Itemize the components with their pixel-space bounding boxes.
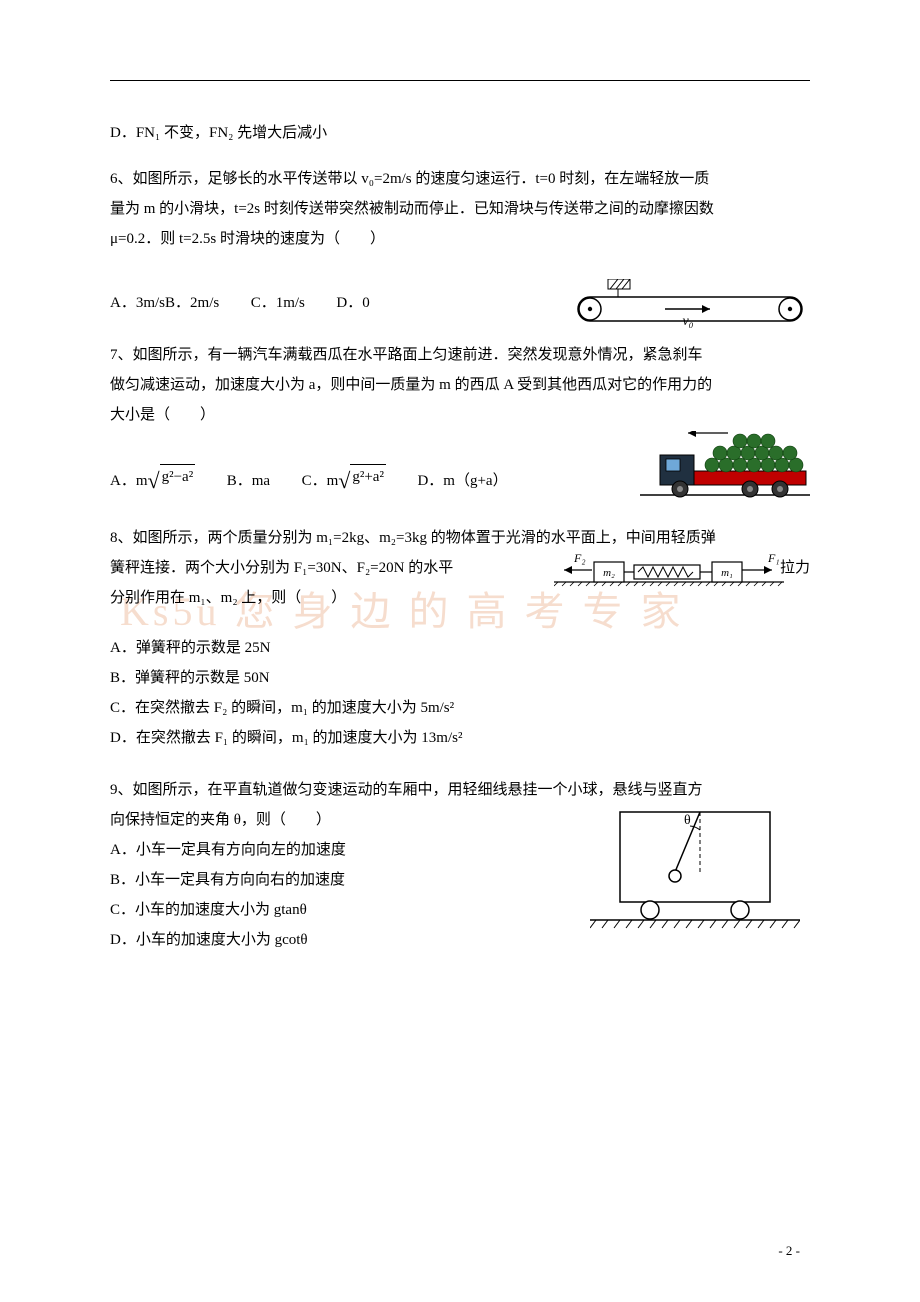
q7-stem-line2: 做匀减速运动，加速度大小为 a，则中间一质量为 m 的西瓜 A 受到其他西瓜对它… xyxy=(110,373,810,397)
q8-stem-line1: 8、如图所示，两个质量分别为 m₁=2kg、m₂=3kg 的物体置于光滑的水平面… xyxy=(110,526,810,550)
q8-opt-c: C．在突然撤去 F₂ 的瞬间，m₁ 的加速度大小为 5m/s² xyxy=(110,696,810,720)
q6-opt-a: A．3m/s xyxy=(110,295,165,311)
q6-stem-line1: 6、如图所示，足够长的水平传送带以 v₀=2m/s 的速度匀速运行．t=0 时刻… xyxy=(110,167,810,191)
svg-text:F₁: F₁ xyxy=(767,551,780,565)
svg-text:m₂: m₂ xyxy=(603,567,615,579)
q6-opt-b: B．2m/s xyxy=(165,295,219,311)
q6-stem-line3: μ=0.2．则 t=2.5s 时滑块的速度为（ ） xyxy=(110,227,810,251)
svg-text:θ: θ xyxy=(684,813,691,828)
question-7: 7、如图所示，有一辆汽车满载西瓜在水平路面上匀速前进．突然发现意外情况，紧急刹车… xyxy=(110,343,810,498)
q8-opt-d: D．在突然撤去 F₁ 的瞬间，m₁ 的加速度大小为 13m/s² xyxy=(110,726,810,750)
q6-stem-line2: 量为 m 的小滑块，t=2s 时刻传送带突然被制动而停止．已知滑块与传送带之间的… xyxy=(110,197,810,221)
q6-options: A．3m/sB．2m/s C．1m/s D．0 xyxy=(110,291,810,315)
question-8: 8、如图所示，两个质量分别为 m₁=2kg、m₂=3kg 的物体置于光滑的水平面… xyxy=(110,526,810,750)
q7-opt-b: B．ma xyxy=(227,473,270,489)
question-6: 6、如图所示，足够长的水平传送带以 v₀=2m/s 的速度匀速运行．t=0 时刻… xyxy=(110,167,810,315)
question-9: 9、如图所示，在平直轨道做匀变速运动的车厢中，用轻细线悬挂一个小球，悬线与竖直方… xyxy=(110,778,810,952)
q7-opt-a: A．m√g²−a² xyxy=(110,473,199,489)
q7-opt-d: D．m（g+a） xyxy=(417,473,507,489)
svg-text:F₂: F₂ xyxy=(573,551,586,565)
q7-figure-truck xyxy=(640,431,810,509)
page-number: - 2 - xyxy=(778,1241,800,1262)
q8-opt-b: B．弹簧秤的示数是 50N xyxy=(110,666,810,690)
q7-stem-line3: 大小是（ ） xyxy=(110,403,810,427)
q5-option-d: D．FN₁ 不变，FN₂ 先增大后减小 xyxy=(110,121,810,145)
horizontal-rule xyxy=(110,80,810,81)
q9-figure-carriage: θ xyxy=(590,802,800,940)
q6-opt-d: D．0 xyxy=(336,295,369,311)
v0-label: v₀ xyxy=(682,314,693,329)
svg-text:m₁: m₁ xyxy=(721,567,733,579)
q8-figure-spring: F₂ m₂ m₁ F₁ xyxy=(554,550,784,596)
q7-stem-line1: 7、如图所示，有一辆汽车满载西瓜在水平路面上匀速前进．突然发现意外情况，紧急刹车 xyxy=(110,343,810,367)
q9-stem-line1: 9、如图所示，在平直轨道做匀变速运动的车厢中，用轻细线悬挂一个小球，悬线与竖直方 xyxy=(110,778,810,802)
q8-stem-line2: 簧秤连接．两个大小分别为 F₁=30N、F₂=20N 的水平 拉力 xyxy=(110,556,810,580)
q6-figure-belt: v₀ xyxy=(570,279,810,337)
q6-opt-c: C．1m/s xyxy=(251,295,305,311)
q7-opt-c: C．m√g²+a² xyxy=(302,473,390,489)
q8-opt-a: A．弹簧秤的示数是 25N xyxy=(110,636,810,660)
